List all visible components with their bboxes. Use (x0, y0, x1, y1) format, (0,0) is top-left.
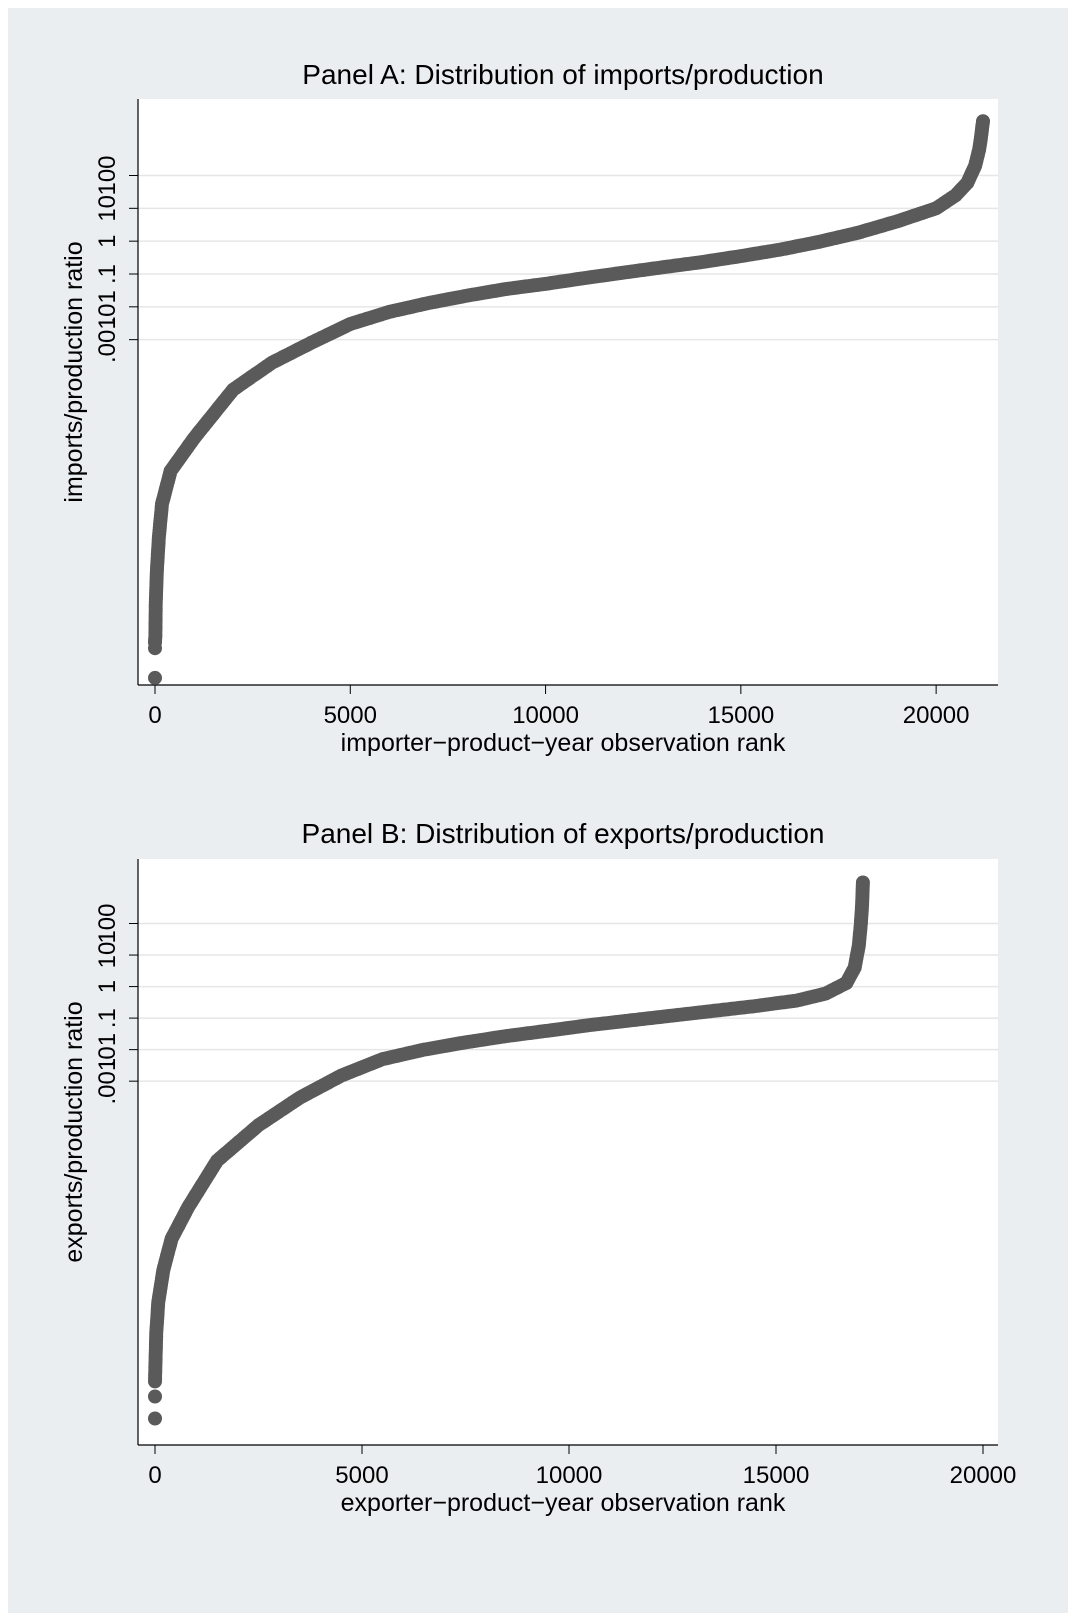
panel-a-x-tick-label: 15000 (707, 702, 774, 729)
panel-a-scatter-points (148, 114, 990, 685)
panel-b-y-tick-label: 100 (94, 903, 121, 943)
panel-b-title: Panel B: Distribution of exports/product… (302, 818, 825, 849)
panel-b-plot-area (138, 859, 998, 1445)
panel-a-y-tick-label: .1 (94, 264, 121, 284)
panel-a-y-tick-label: 100 (94, 155, 121, 195)
panel-b-y-tick-label: 1 (94, 980, 121, 993)
panel-b-y-tick-label: .1 (94, 1008, 121, 1028)
panel-a-plot-area (138, 99, 998, 685)
panel-a-x-tick-label: 0 (148, 702, 161, 729)
panel-a-x-tick-label: 10000 (512, 702, 579, 729)
panel-a-x-tick-label: 5000 (324, 702, 377, 729)
panel-b-x-axis-title: exporter−product−year observation rank (341, 1489, 786, 1517)
panel-a-data-point (148, 670, 162, 685)
panel-b-data-point (148, 1411, 162, 1426)
panel-b-x-tick-label: 20000 (950, 1462, 1017, 1489)
panel-a-x-axis-title: importer−product−year observation rank (341, 729, 786, 757)
panel-b-y-tick-label: .001 (94, 1058, 121, 1105)
panel-b-data-point (855, 875, 870, 890)
panel-b-scatter-points (148, 875, 870, 1426)
chart-figure: .001.01.1 1 10 100 0 5000 10000 15000 20000 Panel… (8, 8, 1068, 1613)
panel-a-y-tick-label: .001 (94, 316, 121, 363)
panel-a-y-axis-title: imports/production ratio (60, 241, 88, 502)
panel-b-x-tick-label: 5000 (335, 1462, 388, 1489)
panel-a-x-tick-label: 20000 (903, 702, 970, 729)
panel-b-y-axis-title: exports/production ratio (60, 1001, 88, 1262)
panel-a-data-point (976, 114, 990, 129)
panel-a-y-tick-label: .01 (94, 290, 121, 323)
panel-b-data-point (148, 1389, 162, 1404)
panel-a-y-tick-label: 1 (94, 234, 121, 247)
panel-a-y-tick-label: 10 (94, 195, 121, 222)
panel-b-y-tick-label: .01 (94, 1033, 121, 1066)
panel-a-title: Panel A: Distribution of imports/product… (302, 59, 823, 90)
panel-b-x-tick-label: 0 (148, 1462, 161, 1489)
panel-b-x-tick-label: 10000 (536, 1462, 603, 1489)
panel-b-y-tick-label: 10 (94, 942, 121, 969)
panel-b-x-tick-label: 15000 (743, 1462, 810, 1489)
